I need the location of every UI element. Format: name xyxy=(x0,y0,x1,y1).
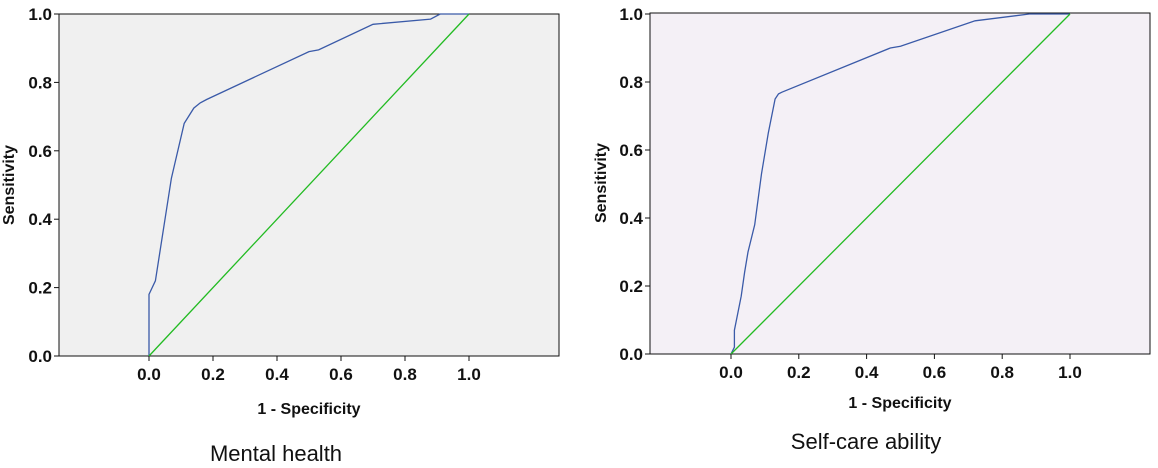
tick-labels: 0.0 0.2 0.4 0.6 0.8 1.0 0.0 0.2 0.4 0.6 0.8 1.0 xyxy=(619,5,1081,382)
x-tick-label: 0.6 xyxy=(923,363,947,382)
y-tick-label: 0.4 xyxy=(28,210,52,229)
y-tick-label: 1.0 xyxy=(28,5,52,24)
chart-mental-health: 0.0 0.2 0.4 0.6 0.8 1.0 0.0 0.2 0.4 0.6 0.8 1.0 1 -… xyxy=(1,5,560,466)
plot-marks xyxy=(148,13,470,357)
x-tick-label: 0.0 xyxy=(719,363,743,382)
x-tick-label: 0.2 xyxy=(787,363,811,382)
y-tick-label: 0.6 xyxy=(619,141,643,160)
x-axis-title: 1 - Specificity xyxy=(848,395,951,412)
reference-line xyxy=(730,13,1071,355)
tick-labels: 0.0 0.2 0.4 0.6 0.8 1.0 0.0 0.2 0.4 0.6 0.8 1.0 xyxy=(28,5,480,384)
y-tick-label: 1.0 xyxy=(619,5,643,24)
chart-caption: Mental health xyxy=(210,441,342,466)
y-tick-label: 0.0 xyxy=(28,347,52,366)
reference-line xyxy=(148,13,470,357)
chart-self-care-ability: 0.0 0.2 0.4 0.6 0.8 1.0 0.0 0.2 0.4 0.6 0.8 1.0 1 -… xyxy=(593,5,1151,454)
x-tick-label: 0.2 xyxy=(201,365,225,384)
x-tick-label: 1.0 xyxy=(1058,363,1082,382)
chart-caption: Self-care ability xyxy=(791,429,941,454)
y-tick-label: 0.8 xyxy=(619,73,643,92)
y-tick-label: 0.2 xyxy=(619,277,643,296)
roc-curve xyxy=(148,13,469,356)
y-axis-title: Sensitivity xyxy=(593,143,610,223)
y-tick-label: 0.0 xyxy=(619,345,643,364)
x-tick-label: 0.0 xyxy=(137,365,161,384)
x-tick-label: 0.8 xyxy=(393,365,417,384)
x-tick-label: 0.4 xyxy=(265,365,289,384)
y-tick-label: 0.4 xyxy=(619,209,643,228)
x-tick-label: 0.4 xyxy=(855,363,879,382)
x-tick-label: 0.8 xyxy=(990,363,1014,382)
y-tick-label: 0.6 xyxy=(28,142,52,161)
plot-marks xyxy=(730,13,1071,355)
y-tick-label: 0.2 xyxy=(28,279,52,298)
y-axis-title: Sensitivity xyxy=(1,145,18,225)
x-axis-title: 1 - Specificity xyxy=(257,401,360,418)
roc-curve xyxy=(730,13,1070,355)
y-tick-label: 0.8 xyxy=(28,73,52,92)
plot-background xyxy=(649,12,1151,355)
x-tick-label: 0.6 xyxy=(329,365,353,384)
x-tick-label: 1.0 xyxy=(457,365,481,384)
